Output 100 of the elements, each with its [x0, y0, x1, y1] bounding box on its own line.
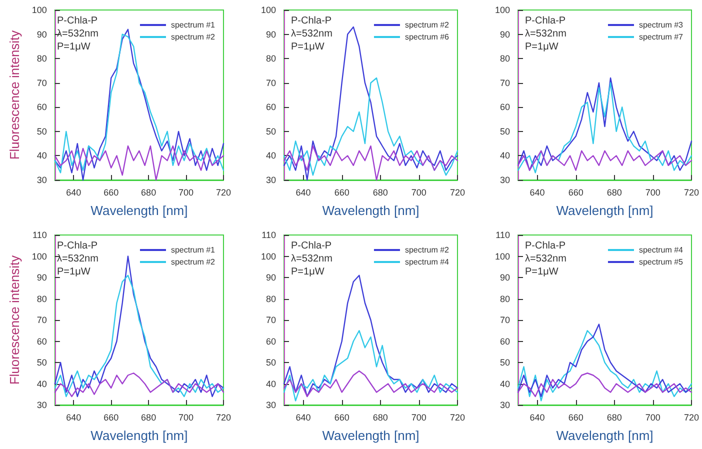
legend-label: spectrum #2	[170, 32, 216, 42]
legend-label: spectrum #7	[638, 32, 684, 42]
y-axis-title: Fluorescence intensity	[7, 30, 22, 160]
y-tick-label: 40	[266, 378, 276, 388]
line-series	[283, 145, 458, 181]
y-tick-label: 30	[266, 175, 276, 185]
x-axis-title: Wavelength [nm]	[556, 203, 654, 218]
x-tick-label: 700	[178, 412, 194, 422]
y-tick-label: 70	[500, 314, 510, 324]
y-tick-label: 30	[36, 400, 47, 410]
y-tick-label: 100	[260, 250, 276, 261]
y-tick-label: 40	[36, 378, 47, 388]
x-tick-label: 660	[568, 188, 584, 198]
y-tick-label: 60	[266, 336, 276, 346]
x-tick-label: 660	[334, 188, 350, 198]
y-tick-label: 40	[500, 150, 510, 161]
line-series	[517, 150, 692, 171]
x-tick-label: 700	[178, 188, 194, 198]
x-tick-label: 720	[684, 188, 700, 198]
y-tick-label: 70	[266, 314, 276, 324]
annotation: P-Chla-P	[525, 240, 566, 251]
annotation: P-Chla-P	[291, 240, 332, 251]
x-tick-label: 700	[411, 188, 426, 198]
y-tick-label: 100	[32, 250, 47, 261]
y-tick-label: 90	[266, 29, 276, 40]
annotation: λ=532nm	[57, 253, 98, 264]
line-series	[283, 330, 458, 401]
annotation: P-Chla-P	[57, 240, 98, 251]
y-tick-label: 60	[500, 336, 510, 346]
annotation: λ=532nm	[57, 28, 98, 40]
x-axis-title: Wavelength [nm]	[556, 428, 654, 442]
y-tick-label: 80	[266, 54, 276, 64]
y-tick-label: 70	[36, 78, 47, 88]
y-axis-title: Fluorescence intensity	[7, 254, 22, 384]
x-tick-label: 640	[296, 412, 311, 422]
x-tick-label: 700	[411, 412, 426, 422]
x-tick-label: 680	[606, 412, 622, 422]
x-tick-label: 640	[530, 412, 545, 422]
y-tick-label: 80	[266, 293, 276, 304]
y-tick-label: 40	[266, 150, 276, 161]
annotation: λ=532nm	[525, 28, 566, 40]
y-tick-label: 90	[36, 272, 47, 282]
legend-label: spectrum #3	[638, 20, 684, 30]
y-tick-label: 90	[500, 29, 510, 40]
legend-label: spectrum #2	[170, 257, 216, 266]
x-tick-label: 720	[216, 412, 232, 422]
y-tick-label: 80	[36, 293, 47, 304]
x-tick-label: 720	[684, 412, 700, 422]
annotation: P-Chla-P	[525, 16, 566, 26]
legend-label: spectrum #6	[404, 32, 450, 42]
x-tick-label: 640	[66, 188, 82, 198]
x-tick-label: 660	[334, 412, 350, 422]
x-axis-title: Wavelength [nm]	[322, 428, 420, 442]
annotation: λ=532nm	[525, 253, 566, 264]
y-tick-label: 60	[266, 102, 276, 112]
y-tick-label: 110	[262, 230, 276, 240]
annotation: P=1μW	[57, 42, 91, 52]
y-tick-label: 70	[266, 78, 276, 88]
x-tick-label: 680	[372, 412, 388, 422]
annotation: P=1μW	[291, 266, 325, 277]
y-tick-label: 50	[266, 126, 276, 136]
y-tick-label: 30	[266, 400, 276, 410]
legend-label: spectrum #4	[404, 257, 450, 266]
y-tick-label: 110	[496, 230, 510, 240]
x-axis-title: Wavelength [nm]	[90, 428, 188, 442]
y-tick-label: 80	[500, 54, 510, 64]
annotation: λ=532nm	[291, 253, 332, 264]
y-tick-label: 90	[36, 29, 47, 40]
x-tick-label: 720	[216, 188, 232, 198]
x-tick-label: 640	[296, 188, 311, 198]
y-tick-label: 60	[36, 336, 47, 346]
x-axis-title: Wavelength [nm]	[322, 203, 420, 218]
legend-label: spectrum #4	[638, 245, 684, 254]
x-axis-title: Wavelength [nm]	[90, 203, 188, 218]
x-tick-label: 720	[450, 188, 466, 198]
x-tick-label: 660	[104, 412, 119, 422]
line-series	[54, 145, 224, 181]
annotation: P-Chla-P	[57, 16, 98, 26]
x-tick-label: 660	[104, 188, 119, 198]
x-tick-label: 680	[141, 412, 156, 422]
y-tick-label: 50	[500, 126, 510, 136]
annotation: P=1μW	[525, 266, 559, 277]
line-series	[283, 77, 458, 176]
line-series	[517, 372, 692, 397]
line-series	[283, 370, 458, 397]
y-tick-label: 70	[500, 78, 510, 88]
x-tick-label: 660	[568, 412, 584, 422]
line-series	[54, 372, 224, 397]
y-tick-label: 70	[36, 314, 47, 324]
legend-label: spectrum #5	[638, 257, 684, 266]
annotation: P=1μW	[57, 266, 91, 277]
annotation: P=1μW	[525, 42, 559, 52]
y-tick-label: 40	[500, 378, 510, 388]
legend-label: spectrum #1	[170, 245, 216, 254]
x-tick-label: 700	[645, 412, 660, 422]
y-tick-label: 50	[266, 357, 276, 367]
y-tick-label: 50	[36, 357, 47, 367]
x-tick-label: 640	[66, 412, 82, 422]
y-tick-label: 60	[500, 102, 510, 112]
y-tick-label: 80	[36, 54, 47, 64]
